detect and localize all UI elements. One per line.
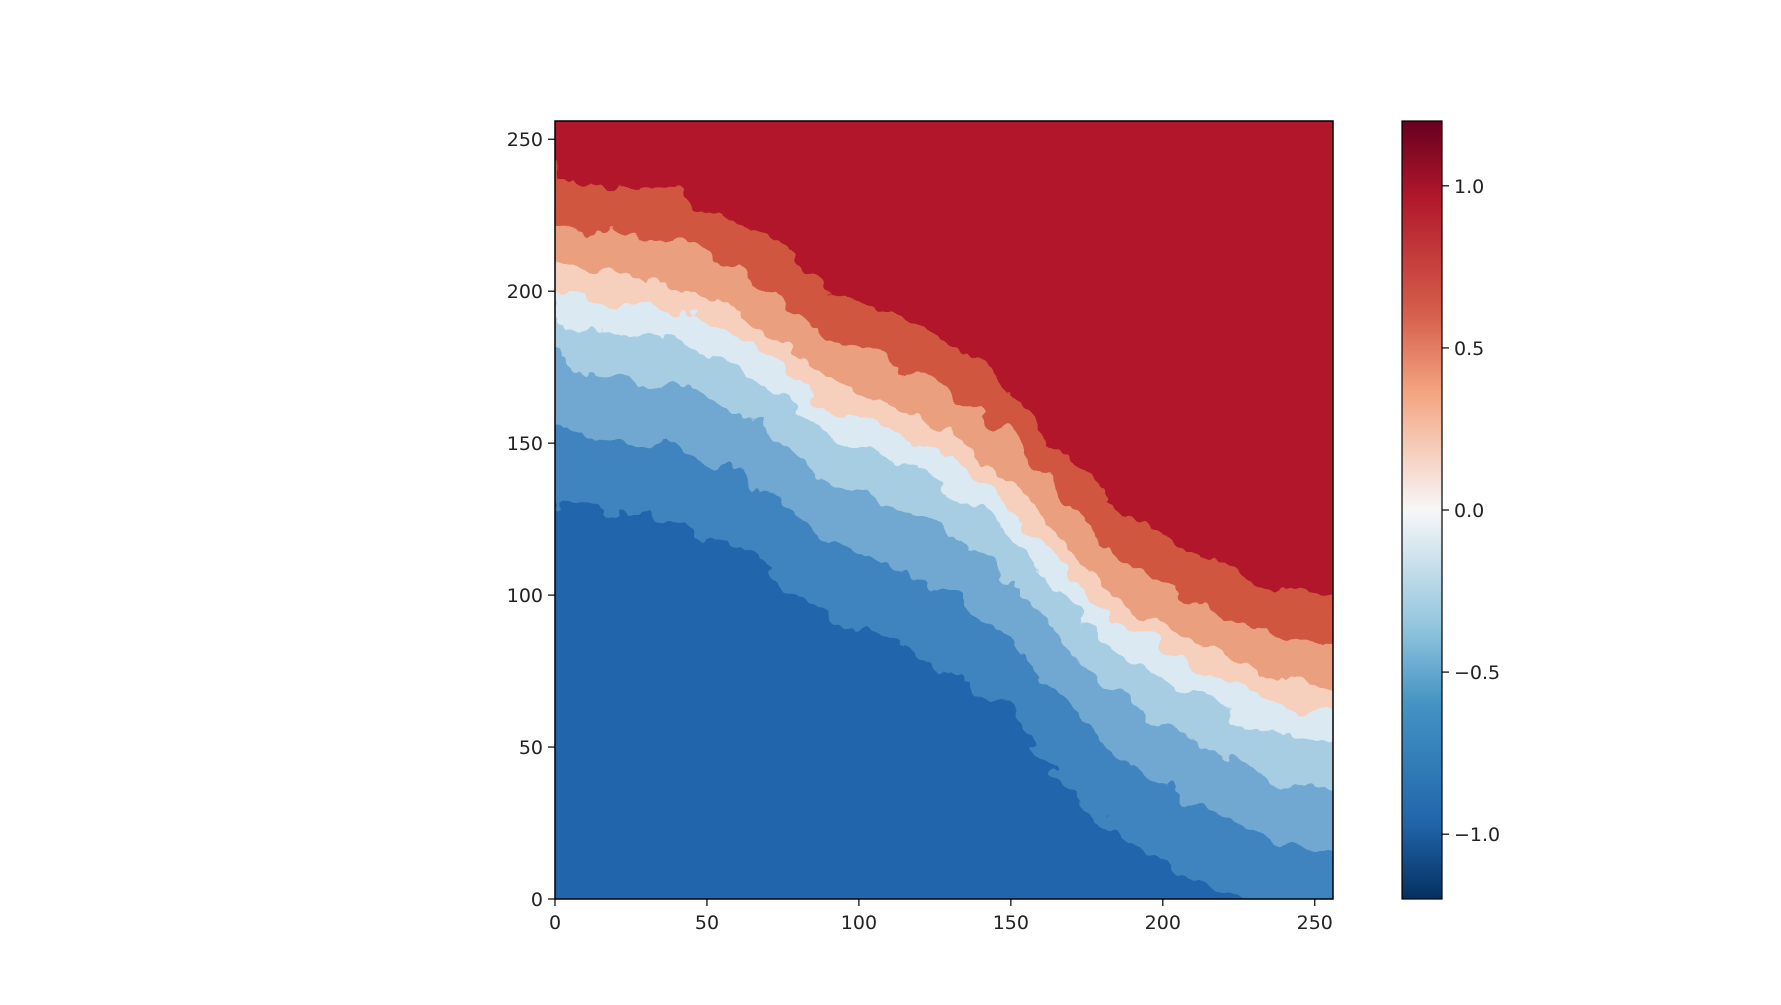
y-tick-label: 50 xyxy=(519,737,543,759)
plot-frame xyxy=(554,120,1334,900)
x-tick-label: 250 xyxy=(1297,912,1333,934)
colorbar-tick-label: −1.0 xyxy=(1454,824,1500,846)
y-axis: 0 50 100 150 200 250 xyxy=(507,129,555,911)
y-tick-label: 200 xyxy=(507,281,543,303)
x-tick-label: 200 xyxy=(1145,912,1181,934)
colorbar-tick-label: −0.5 xyxy=(1454,662,1500,684)
colorbar-tick-label: 1.0 xyxy=(1454,176,1484,198)
x-tick-label: 150 xyxy=(993,912,1029,934)
x-tick-label: 0 xyxy=(549,912,561,934)
colorbar xyxy=(1401,120,1443,900)
x-axis: 0 50 100 150 200 250 xyxy=(549,899,1333,934)
x-tick-label: 100 xyxy=(841,912,877,934)
heatmap-band-7 xyxy=(555,121,1333,596)
colorbar-tick-label: 0.5 xyxy=(1454,338,1484,360)
y-tick-label: 250 xyxy=(507,129,543,151)
y-tick-label: 0 xyxy=(531,889,543,911)
heatmap-area xyxy=(555,121,1333,899)
y-tick-label: 150 xyxy=(507,433,543,455)
x-tick-label: 50 xyxy=(695,912,719,934)
colorbar-axis: −1.0 −0.5 0.0 0.5 1.0 xyxy=(1442,176,1500,846)
colorbar-tick-label: 0.0 xyxy=(1454,500,1484,522)
y-tick-label: 100 xyxy=(507,585,543,607)
